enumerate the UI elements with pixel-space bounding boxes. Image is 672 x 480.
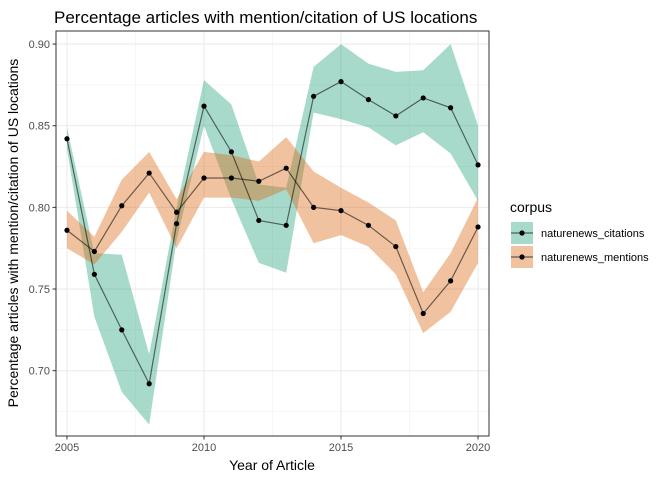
data-point xyxy=(64,136,70,142)
y-axis: 0.70 0.75 0.80 0.85 0.90 xyxy=(29,39,56,378)
data-point xyxy=(420,95,426,101)
data-point xyxy=(201,175,207,181)
data-point xyxy=(365,222,372,228)
band-naturenews-citations xyxy=(66,44,479,425)
legend-key-point xyxy=(519,254,525,260)
data-point xyxy=(338,208,344,214)
legend-key-point xyxy=(519,230,525,236)
x-tick-label: 2015 xyxy=(329,442,353,454)
x-axis: 2005 2010 2015 2020 xyxy=(55,436,490,454)
data-point xyxy=(448,105,454,111)
y-tick-label: 0.85 xyxy=(29,121,50,133)
data-point xyxy=(119,203,125,209)
y-tick-label: 0.75 xyxy=(29,284,50,296)
y-tick-label: 0.70 xyxy=(29,366,50,378)
x-tick-label: 2005 xyxy=(55,442,79,454)
confidence-bands xyxy=(66,44,479,425)
data-point xyxy=(119,327,125,333)
data-point xyxy=(311,93,317,99)
legend-title: corpus xyxy=(510,199,552,215)
data-point xyxy=(201,103,207,109)
data-point xyxy=(256,217,262,224)
chart-title: Percentage articles with mention/citatio… xyxy=(54,8,477,27)
data-point xyxy=(228,149,234,155)
legend: corpus naturenews_citations naturenews_me… xyxy=(510,199,649,268)
data-point xyxy=(475,224,481,230)
legend-label: naturenews_citations xyxy=(541,228,645,240)
data-point xyxy=(173,221,180,227)
legend-label: naturenews_mentions xyxy=(541,252,649,264)
data-point xyxy=(173,209,180,215)
data-point xyxy=(64,227,70,233)
line-naturenews-mentions xyxy=(66,167,479,315)
y-tick-label: 0.90 xyxy=(29,39,50,51)
data-point xyxy=(365,96,372,103)
grid xyxy=(56,31,489,436)
band-naturenews-mentions xyxy=(66,137,479,334)
series-lines xyxy=(66,80,479,386)
data-point xyxy=(393,113,399,119)
data-point xyxy=(283,222,289,228)
data-point xyxy=(91,271,97,277)
line-naturenews-citations xyxy=(66,80,479,386)
data-point xyxy=(448,278,454,284)
y-tick-label: 0.80 xyxy=(29,202,50,214)
data-point xyxy=(393,243,399,250)
data-point xyxy=(146,381,152,387)
data-point xyxy=(256,178,262,184)
data-point xyxy=(420,310,426,317)
data-point xyxy=(283,165,289,171)
data-point xyxy=(475,162,481,168)
data-point xyxy=(338,79,344,85)
data-points xyxy=(64,79,481,387)
data-point xyxy=(146,170,152,176)
y-axis-title: Percentage articles with mention/citatio… xyxy=(5,59,21,408)
x-tick-label: 2020 xyxy=(466,442,490,454)
x-tick-label: 2010 xyxy=(192,442,216,454)
data-point xyxy=(311,204,317,210)
data-point xyxy=(91,248,97,255)
x-axis-title: Year of Article xyxy=(229,457,315,473)
plot-border xyxy=(55,30,490,437)
data-point xyxy=(228,175,234,181)
